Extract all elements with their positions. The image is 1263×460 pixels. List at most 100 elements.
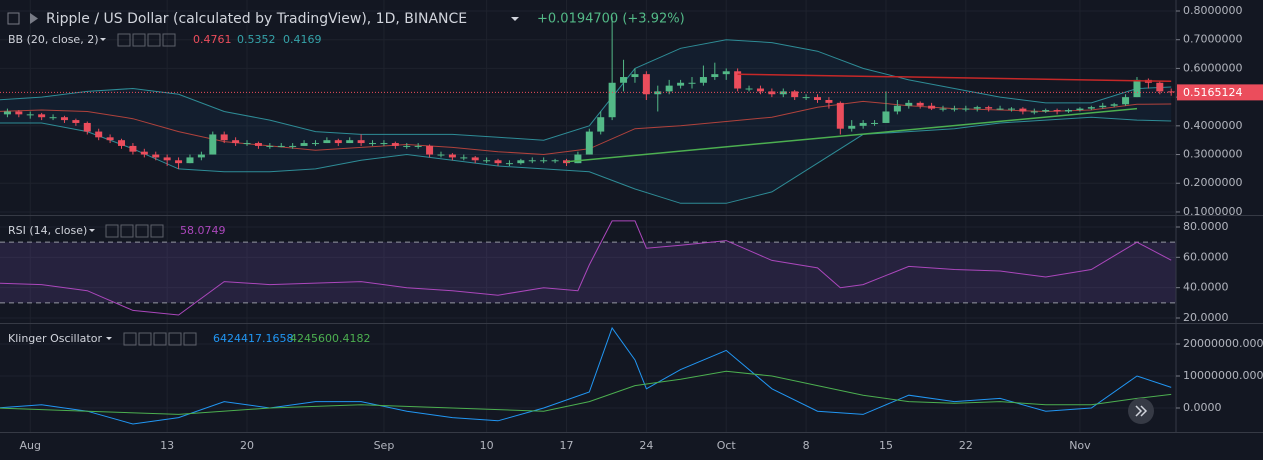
candle-body (175, 160, 183, 164)
y-tick-label: 0.0000 (1183, 401, 1222, 414)
chart-title[interactable]: Ripple / US Dollar (calculated by Tradin… (46, 11, 467, 27)
candle-body (973, 107, 981, 109)
candle-body (220, 134, 228, 141)
candle-body (95, 131, 103, 138)
x-tick-label: 17 (559, 439, 573, 452)
candle-body (311, 143, 319, 145)
more-button[interactable] (168, 332, 182, 346)
more-button[interactable] (150, 224, 164, 238)
dropdown-arrow[interactable] (511, 17, 519, 21)
candle-body (745, 88, 753, 90)
candle-body (551, 160, 559, 162)
candle-body (688, 82, 696, 84)
candle-body (620, 77, 628, 83)
candle-body (140, 151, 148, 155)
indicator-title[interactable]: Klinger Oscillator (8, 332, 102, 345)
candle-body (3, 111, 11, 115)
candle-body (186, 157, 194, 164)
candle-body (197, 154, 205, 158)
candle-body (1133, 79, 1141, 98)
candle-body (950, 108, 958, 110)
y-tick-label: 0.6000000 (1183, 61, 1243, 74)
candle-body (859, 122, 867, 126)
candle-body (380, 143, 388, 145)
dropdown-arrow[interactable] (106, 337, 112, 340)
candle-body (1087, 107, 1095, 109)
y-tick-label: 0.2000000 (1183, 176, 1243, 189)
dropdown-arrow[interactable] (89, 229, 95, 232)
last-price-label: 0.5165124 (1183, 86, 1243, 99)
dropdown-arrow[interactable] (100, 38, 106, 41)
settings-button[interactable] (132, 33, 146, 47)
candle-body (985, 107, 993, 109)
candle-body (528, 160, 536, 162)
candle-body (1110, 104, 1118, 106)
candle-body (882, 111, 890, 123)
candle-body (1065, 110, 1073, 112)
settings-button[interactable] (138, 332, 152, 346)
y-tick-label: 20.0000 (1183, 311, 1229, 324)
candle-body (1019, 108, 1027, 112)
x-tick-label: 24 (639, 439, 653, 452)
source-button[interactable] (147, 33, 161, 47)
visibility-button[interactable] (123, 332, 137, 346)
indicator-line (0, 116, 1172, 204)
candle-body (323, 140, 331, 144)
last-price-badge (1177, 84, 1263, 101)
candle-body (300, 143, 308, 146)
rsi-band (0, 242, 1176, 303)
candle-body (49, 117, 57, 119)
candle-body (346, 140, 354, 144)
collapse-button[interactable] (7, 12, 20, 25)
bb-lower-value: 0.4169 (283, 33, 322, 46)
indicator-line (0, 220, 1172, 316)
candle-body (893, 105, 901, 112)
candle-body (677, 82, 685, 86)
settings-button[interactable] (120, 224, 134, 238)
indicator-title[interactable]: BB (20, close, 2) (8, 33, 99, 46)
indicator-line (0, 326, 1172, 425)
candle-body (562, 160, 570, 164)
candle-body (243, 143, 251, 145)
candle-body (928, 105, 936, 109)
trend-line (566, 107, 1138, 163)
candle-body (871, 122, 879, 124)
delete-button[interactable] (183, 332, 197, 346)
scroll-icon (1135, 405, 1148, 417)
y-tick-label: 60.0000 (1183, 250, 1229, 263)
candle-body (106, 137, 114, 141)
candle-body (848, 125, 856, 129)
source-button[interactable] (135, 224, 149, 238)
y-tick-label: 0.7000000 (1183, 33, 1243, 46)
visibility-button[interactable] (117, 33, 131, 47)
source-button[interactable] (153, 332, 167, 346)
candle-body (163, 157, 171, 161)
candle-body (825, 99, 833, 103)
candle-body (289, 145, 297, 147)
candle-body (494, 160, 502, 164)
bb-basis-value: 0.4761 (193, 33, 232, 46)
candle-body (711, 74, 719, 78)
candle-body (38, 114, 46, 118)
candle-body (448, 154, 456, 158)
y-tick-label: 0.1000000 (1183, 205, 1243, 218)
candle-body (996, 108, 1004, 110)
x-tick-label: Nov (1069, 439, 1091, 452)
candle-body (836, 102, 844, 129)
candle-body (83, 122, 91, 132)
visibility-button[interactable] (105, 224, 119, 238)
candle-body (597, 117, 605, 132)
y-tick-label: 0.8000000 (1183, 4, 1243, 17)
scroll-button[interactable] (1128, 398, 1154, 424)
candle-body (15, 111, 23, 115)
candle-body (254, 143, 262, 146)
indicator-title[interactable]: RSI (14, close) (8, 224, 87, 237)
x-tick-label: Oct (717, 439, 737, 452)
candle-body (802, 97, 810, 99)
main-header: Ripple / US Dollar (calculated by Tradin… (7, 11, 685, 47)
more-button[interactable] (162, 33, 176, 47)
axes: Aug 13 20 Sep 10 17 24 Oct 8 15 22 Nov 0.8000000 0.70… (19, 4, 1263, 452)
candle-body (483, 160, 491, 162)
candle-body (266, 145, 274, 147)
